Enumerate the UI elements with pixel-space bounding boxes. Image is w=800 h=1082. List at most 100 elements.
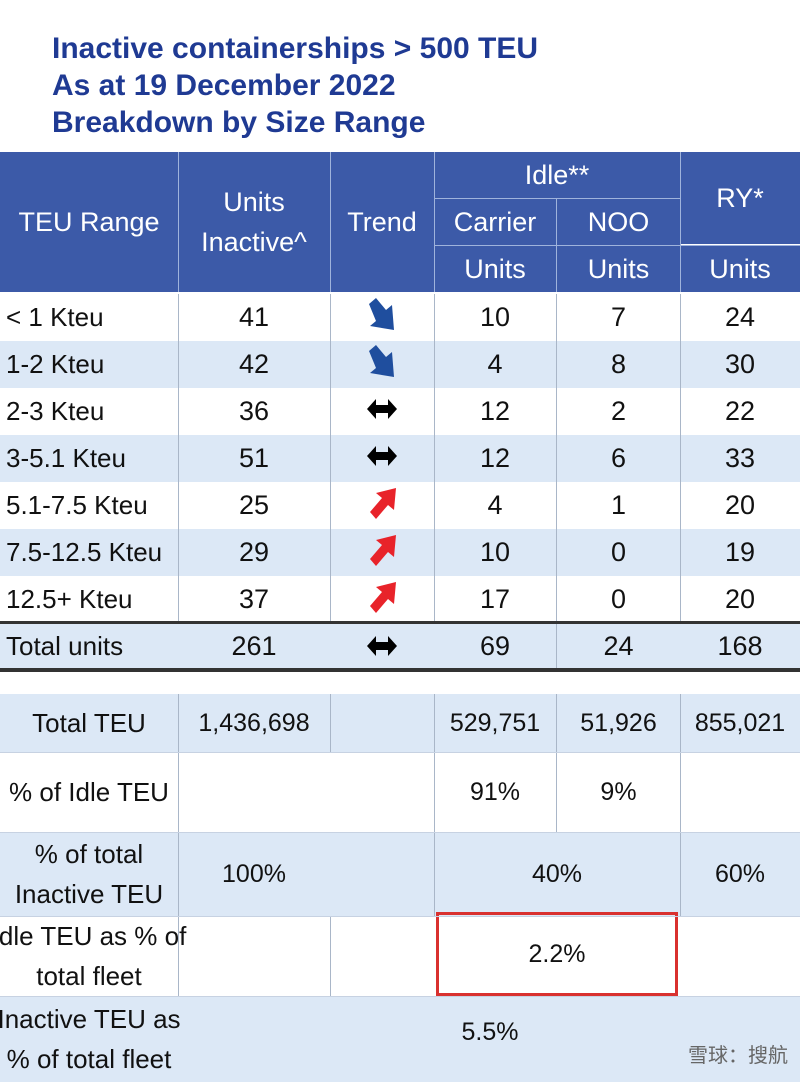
header-units-inactive: Units Inactive^: [178, 152, 330, 292]
blue-down-right-arrow-icon: [366, 345, 398, 384]
pct-idle-carrier: 91%: [469, 777, 521, 806]
trend-cell: [330, 482, 434, 529]
cell-carrier: 10: [479, 302, 511, 332]
header-noo: NOO: [557, 199, 680, 245]
pct-idle-label: % of Idle TEU: [9, 776, 169, 807]
cell-carrier: 4: [487, 490, 503, 520]
cell-units-inactive: 25: [238, 490, 270, 520]
cell-units-inactive: 42: [238, 349, 270, 379]
title-line-3: Breakdown by Size Range: [52, 106, 426, 139]
total-units-inactive: 261: [178, 624, 330, 668]
idle-fleet-label-2: total fleet: [36, 961, 142, 991]
black-left-right-arrow-icon: [367, 397, 397, 426]
header-teu-range: TEU Range: [0, 152, 178, 292]
header-noo-units: Units: [557, 246, 680, 292]
cell-ry: 22: [724, 396, 756, 426]
cell-noo: 6: [610, 443, 627, 473]
cell-range: 7.5-12.5 Kteu: [6, 537, 163, 567]
table-row: [0, 294, 800, 341]
pct-idle-noo: 9%: [600, 777, 637, 806]
cell-range: < 1 Kteu: [6, 302, 104, 332]
total-teu-label: Total TEU: [32, 707, 146, 738]
cell-units-inactive: 41: [238, 302, 270, 332]
cell-carrier: 10: [479, 537, 511, 567]
watermark: 雪球：搜航: [688, 1043, 788, 1067]
header-carrier: Carrier: [434, 199, 556, 245]
red-up-right-arrow-icon: [366, 580, 398, 619]
inactive-fleet-label-2: % of total fleet: [6, 1044, 172, 1074]
inactive-fleet-value: 5.5%: [461, 1017, 519, 1046]
cell-ry: 30: [724, 349, 756, 379]
cell-ry: 20: [724, 584, 756, 614]
cell-range: 3-5.1 Kteu: [6, 443, 126, 473]
cell-range: 1-2 Kteu: [6, 349, 105, 379]
total-teu-ry: 855,021: [694, 708, 786, 737]
cell-carrier: 4: [487, 349, 503, 379]
table-row: [0, 529, 800, 576]
cell-carrier: 17: [479, 584, 511, 614]
idle-fleet-label-1: Idle TEU as % of: [0, 921, 187, 951]
cell-ry: 19: [724, 537, 756, 567]
pct-inactive-label-2: Inactive TEU: [14, 879, 164, 909]
title-line-2: As at 19 December 2022: [52, 69, 396, 102]
trend-cell: [330, 576, 434, 623]
cell-range: 2-3 Kteu: [6, 396, 105, 426]
red-up-right-arrow-icon: [366, 533, 398, 572]
table-row: [0, 482, 800, 529]
blue-down-right-arrow-icon: [366, 298, 398, 337]
cell-ry: 20: [724, 490, 756, 520]
header-units-inactive-text: Units Inactive^: [201, 187, 307, 257]
total-noo: 24: [557, 624, 680, 668]
cell-noo: 0: [610, 537, 627, 567]
inactive-fleet-label: Inactive TEU as % of total fleet: [0, 996, 181, 1082]
header-idle: Idle**: [434, 152, 680, 198]
cell-noo: 2: [610, 396, 627, 426]
pct-inactive-label-1: % of total: [34, 839, 144, 869]
idle-fleet-value: 2.2%: [528, 939, 586, 968]
header-trend: Trend: [330, 152, 434, 292]
header-ry-units: Units: [680, 246, 800, 292]
highlight-box: [436, 912, 678, 996]
cell-units-inactive: 51: [238, 443, 270, 473]
pct-inactive-label: % of total Inactive TEU: [0, 832, 178, 916]
total-label: Total units: [0, 624, 178, 668]
idle-fleet-label: Idle TEU as % of total fleet: [0, 916, 186, 996]
cell-ry: 33: [724, 443, 756, 473]
total-trend: [330, 624, 434, 668]
total-teu-carrier: 529,751: [449, 708, 541, 737]
total-ry: 168: [680, 624, 800, 668]
total-carrier: 69: [434, 624, 556, 668]
cell-carrier: 12: [479, 443, 511, 473]
total-teu-noo: 51,926: [580, 708, 657, 737]
pct-inactive-units: 100%: [222, 859, 286, 888]
cell-noo: 8: [610, 349, 627, 379]
black-left-right-arrow-icon: [367, 636, 397, 656]
cell-units-inactive: 36: [238, 396, 270, 426]
cell-noo: 1: [610, 490, 627, 520]
trend-cell: [330, 529, 434, 576]
cell-noo: 0: [610, 584, 627, 614]
total-teu-units-inactive: 1,436,698: [198, 708, 310, 737]
table-row: [0, 576, 800, 623]
red-up-right-arrow-icon: [366, 486, 398, 525]
trend-cell: [330, 388, 434, 435]
cell-ry: 24: [724, 302, 756, 332]
header-ry: RY*: [680, 152, 800, 244]
page-title: Inactive containerships > 500 TEU As at …: [52, 30, 772, 141]
cell-carrier: 12: [479, 396, 511, 426]
cell-units-inactive: 37: [238, 584, 270, 614]
trend-cell: [330, 435, 434, 482]
cell-units-inactive: 29: [238, 537, 270, 567]
black-left-right-arrow-icon: [367, 444, 397, 473]
pct-inactive-idle: 40%: [531, 859, 583, 888]
table-row: [0, 388, 800, 435]
trend-cell: [330, 341, 434, 388]
table-row: [0, 341, 800, 388]
table-row: [0, 435, 800, 482]
header-carrier-units: Units: [434, 246, 556, 292]
pct-inactive-ry: 60%: [714, 859, 766, 888]
cell-range: 5.1-7.5 Kteu: [6, 490, 148, 520]
title-line-1: Inactive containerships > 500 TEU: [52, 32, 539, 65]
inactive-fleet-label-1: Inactive TEU as: [0, 1004, 181, 1034]
trend-cell: [330, 294, 434, 341]
